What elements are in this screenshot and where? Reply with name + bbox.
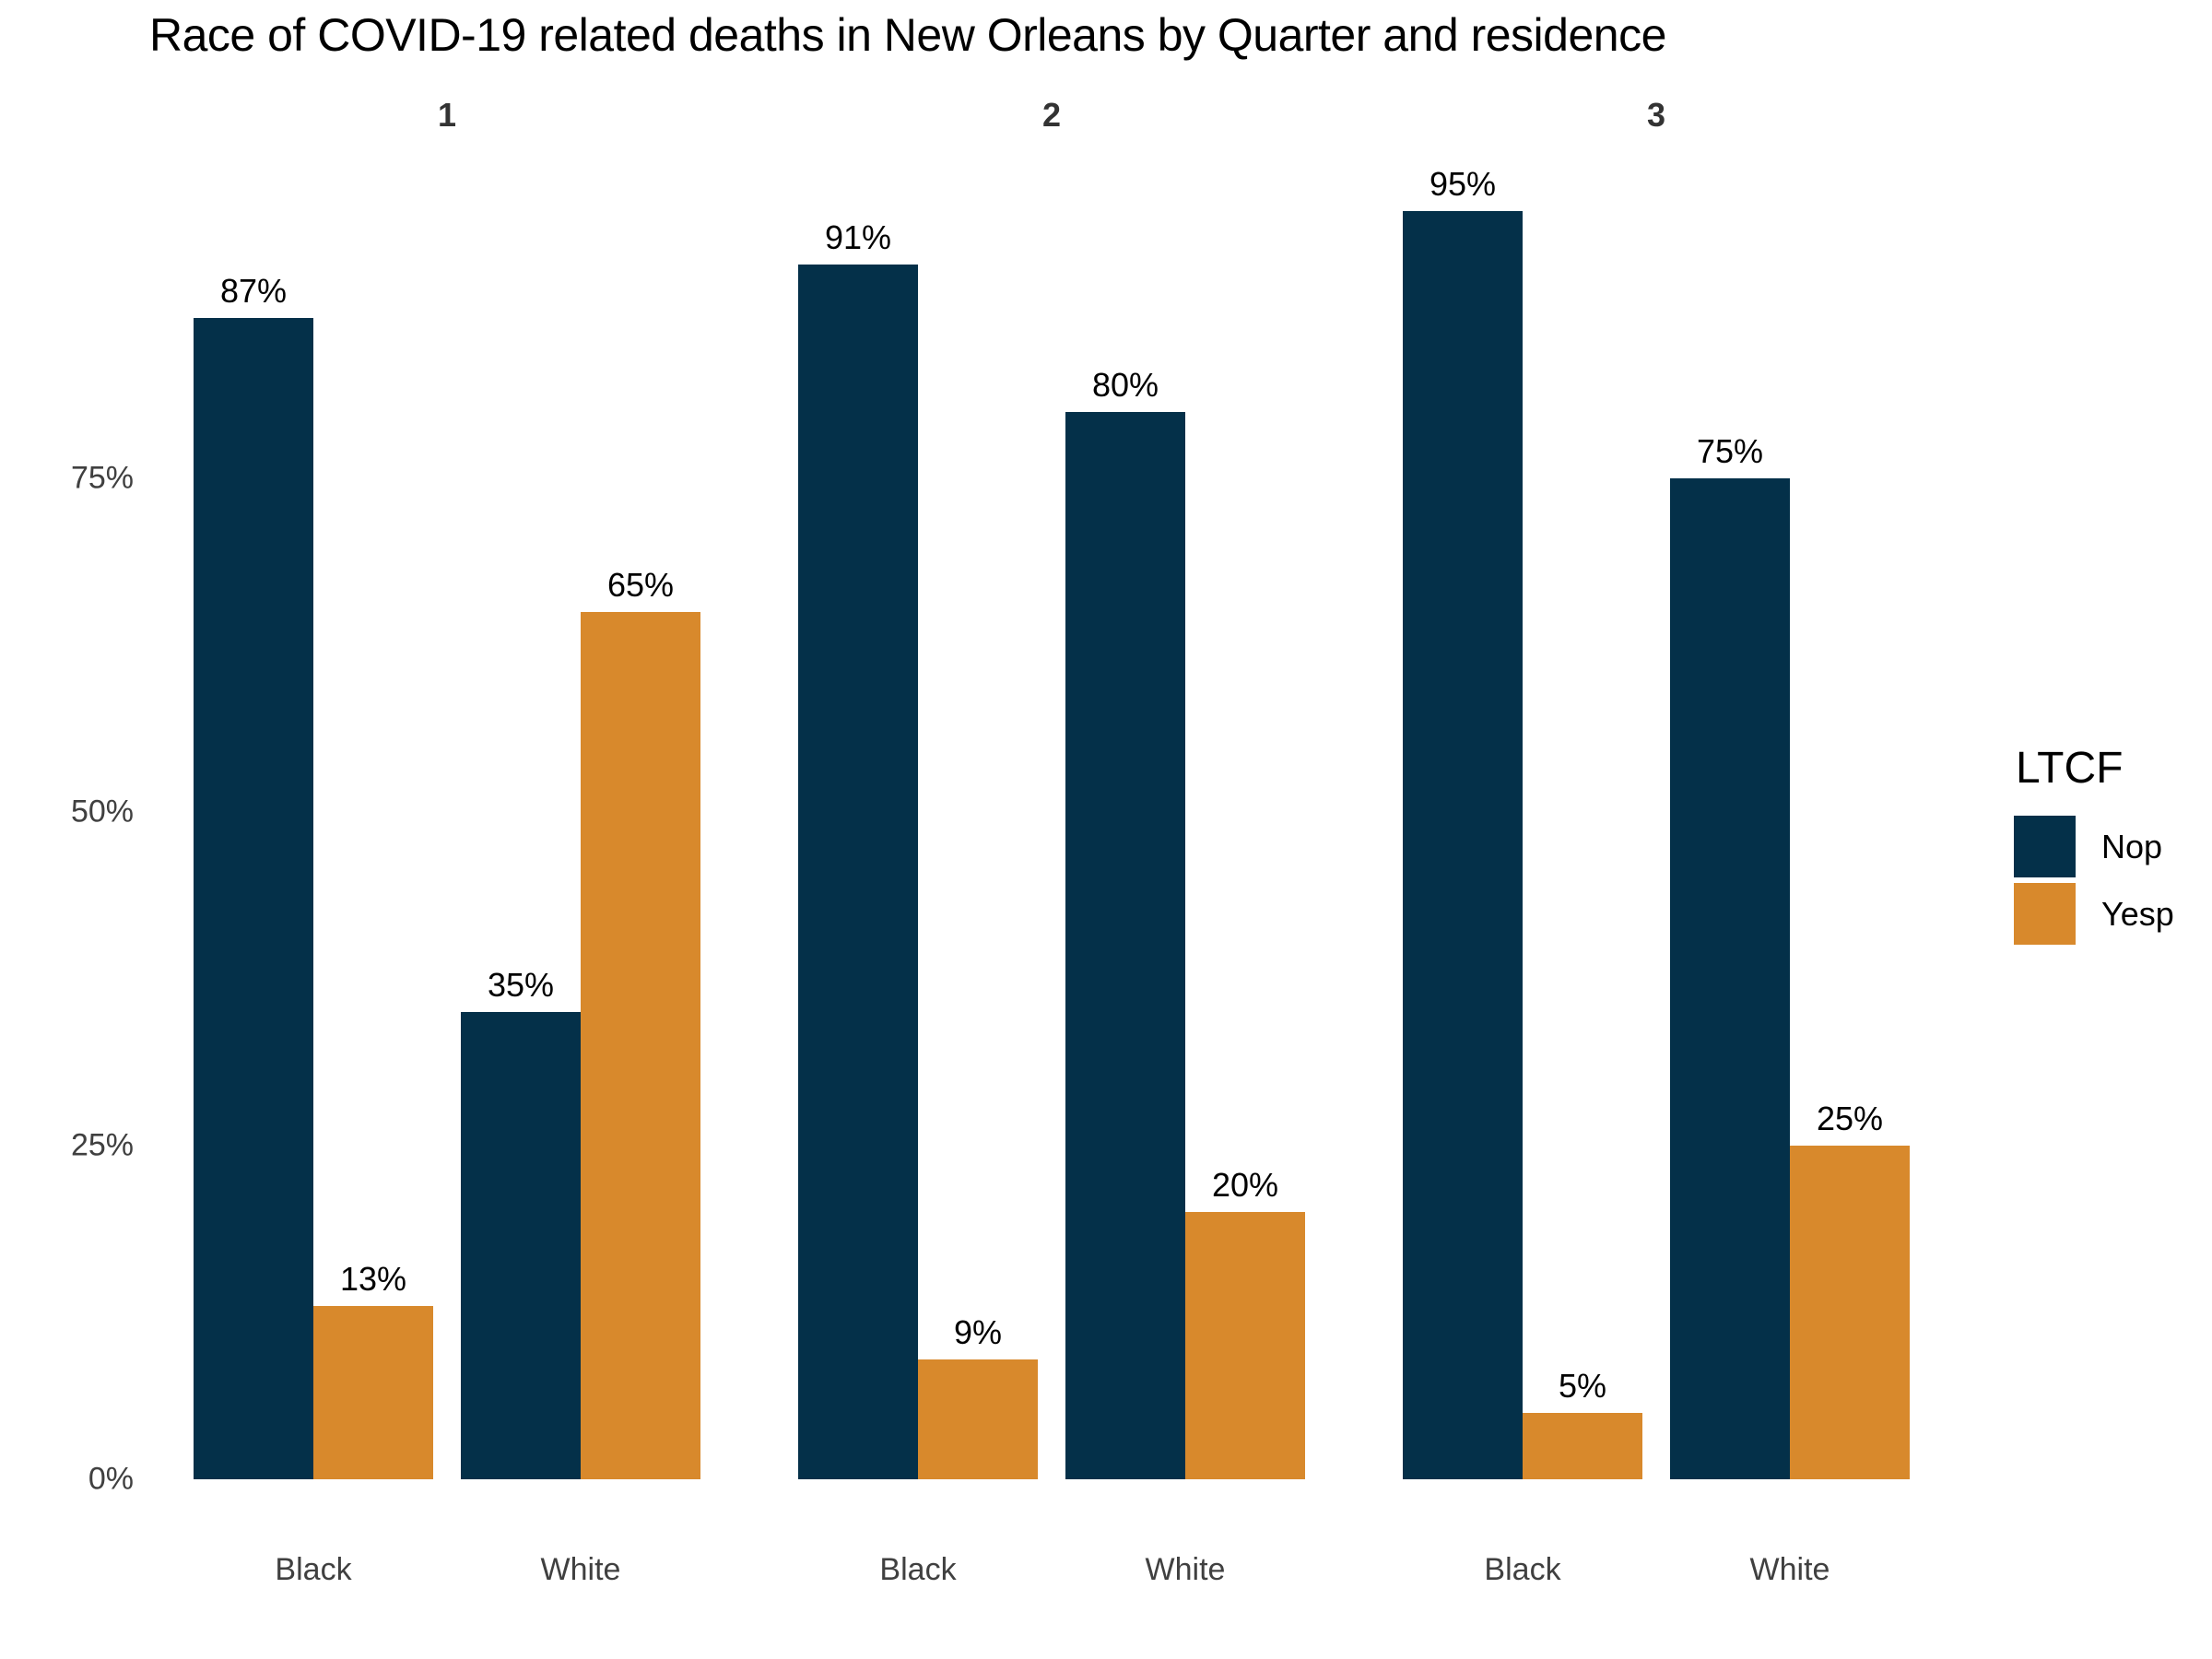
value-label-1-white-yesp: 65% bbox=[606, 566, 675, 604]
category-label-3-black: Black bbox=[1484, 1552, 1561, 1587]
legend-label-yesp: Yesp bbox=[2101, 894, 2174, 933]
value-label-3-black-nop: 95% bbox=[1429, 165, 1497, 203]
y-tick-label-50: 50% bbox=[70, 794, 134, 830]
value-label-2-white-yesp: 20% bbox=[1211, 1166, 1279, 1204]
legend-rows: Nop Yesp bbox=[2014, 816, 2174, 945]
bar-3-black-yesp bbox=[1523, 1413, 1642, 1479]
facet-label-3: 3 bbox=[1646, 96, 1666, 134]
value-label-1-white-nop: 35% bbox=[487, 966, 555, 1004]
value-label-3-white-yesp: 25% bbox=[1816, 1100, 1884, 1137]
y-tick-label-25: 25% bbox=[70, 1127, 134, 1163]
facet-label-1: 1 bbox=[437, 96, 457, 134]
legend-item-nop: Nop bbox=[2014, 816, 2174, 877]
value-label-1-black-nop: 87% bbox=[219, 272, 288, 310]
bar-2-black-nop bbox=[798, 265, 918, 1479]
legend-swatch-nop bbox=[2014, 816, 2076, 877]
bar-2-white-yesp bbox=[1185, 1212, 1305, 1479]
category-label-2-white: White bbox=[1145, 1552, 1226, 1587]
bar-2-black-yesp bbox=[918, 1359, 1038, 1479]
category-label-1-black: Black bbox=[275, 1552, 352, 1587]
bar-2-white-nop bbox=[1065, 412, 1185, 1479]
value-label-2-white-nop: 80% bbox=[1091, 366, 1159, 404]
category-label-3-white: White bbox=[1749, 1552, 1830, 1587]
legend-label-nop: Nop bbox=[2101, 827, 2163, 865]
bar-3-black-nop bbox=[1403, 211, 1523, 1479]
value-label-2-black-nop: 91% bbox=[824, 218, 892, 256]
value-label-2-black-yesp: 9% bbox=[953, 1313, 1003, 1351]
y-tick-label-0: 0% bbox=[88, 1461, 134, 1497]
bar-3-white-nop bbox=[1670, 478, 1790, 1479]
chart-title: Race of COVID-19 related deaths in New O… bbox=[149, 9, 1666, 61]
legend-swatch-yesp bbox=[2014, 883, 2076, 945]
category-label-2-black: Black bbox=[879, 1552, 957, 1587]
bar-3-white-yesp bbox=[1790, 1146, 1910, 1479]
value-label-1-black-yesp: 13% bbox=[339, 1260, 407, 1298]
legend-item-yesp: Yesp bbox=[2014, 883, 2174, 945]
legend-title: LTCF bbox=[2016, 744, 2124, 793]
bar-1-white-nop bbox=[461, 1012, 581, 1479]
bar-1-black-nop bbox=[194, 318, 313, 1479]
bar-1-black-yesp bbox=[313, 1306, 433, 1479]
legend: LTCF Nop Yesp bbox=[2014, 743, 2174, 945]
bar-1-white-yesp bbox=[581, 612, 700, 1479]
category-label-1-white: White bbox=[540, 1552, 621, 1587]
y-tick-label-75: 75% bbox=[70, 460, 134, 496]
facet-label-2: 2 bbox=[1041, 96, 1062, 134]
value-label-3-white-nop: 75% bbox=[1696, 432, 1764, 470]
value-label-3-black-yesp: 5% bbox=[1558, 1367, 1607, 1405]
